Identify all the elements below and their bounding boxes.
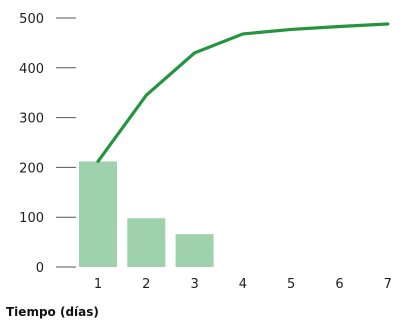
- bar: [176, 234, 214, 267]
- x-axis-title: Tiempo (días): [6, 305, 99, 319]
- y-axis: 0 100 200 300 400 500: [19, 12, 76, 276]
- x-axis: 1 2 3 4 5 6 7: [94, 277, 392, 292]
- x-tick-label: 2: [142, 277, 150, 292]
- y-tick-label: 200: [19, 161, 44, 176]
- bar-series: [79, 161, 214, 267]
- y-tick-label: 100: [19, 211, 44, 226]
- series-line: [98, 24, 388, 161]
- x-tick-label: 4: [239, 277, 247, 292]
- y-tick-label: 0: [36, 261, 44, 276]
- x-tick-label: 6: [335, 277, 343, 292]
- bar: [79, 161, 117, 267]
- x-tick-label: 3: [190, 277, 198, 292]
- line-series: [98, 24, 388, 162]
- y-tick-label: 500: [19, 12, 44, 27]
- x-tick-label: 5: [287, 277, 295, 292]
- bar: [127, 218, 165, 267]
- x-tick-label: 1: [94, 277, 102, 292]
- y-tick-label: 400: [19, 62, 44, 77]
- y-tick-label: 300: [19, 112, 44, 127]
- x-tick-label: 7: [384, 277, 392, 292]
